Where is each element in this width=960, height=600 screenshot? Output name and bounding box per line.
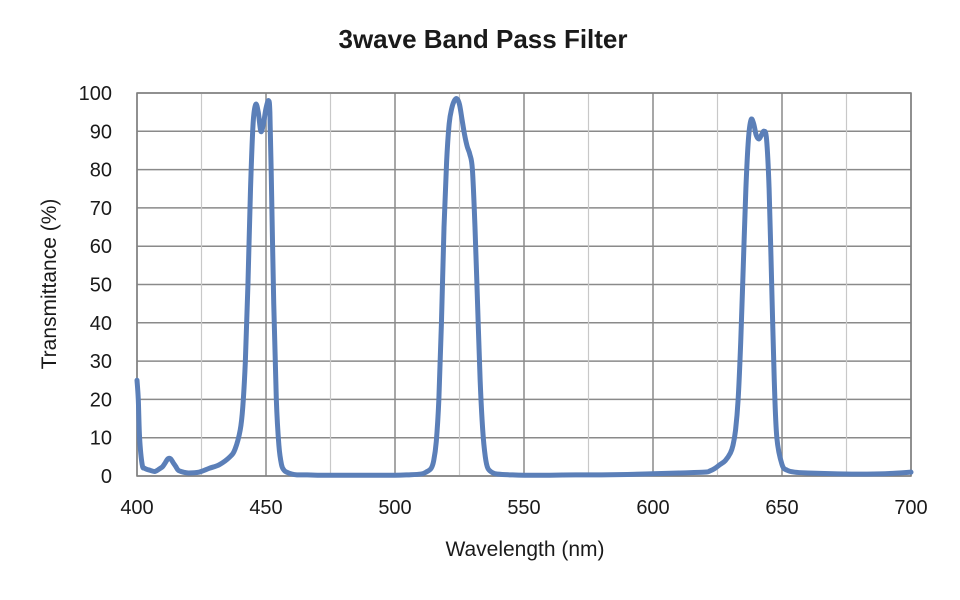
y-tick-label: 40: [90, 313, 112, 335]
y-tick-label: 20: [90, 389, 112, 411]
x-tick-label: 650: [765, 497, 798, 519]
y-axis: 0 10 20 30 40 50 60 70 80 90 100: [79, 83, 112, 488]
x-axis-label: Wavelength (nm): [445, 538, 604, 561]
y-tick-label: 90: [90, 121, 112, 143]
y-tick-label: 50: [90, 275, 112, 297]
x-tick-label: 450: [249, 497, 282, 519]
y-tick-label: 60: [90, 236, 112, 258]
y-axis-label: Transmittance (%): [38, 199, 61, 370]
x-tick-label: 700: [894, 497, 927, 519]
x-tick-label: 550: [507, 497, 540, 519]
transmittance-line: [134, 96, 914, 478]
x-tick-label: 400: [120, 497, 153, 519]
y-tick-label: 80: [90, 160, 112, 182]
y-tick-label: 0: [101, 466, 112, 488]
series-layer: [134, 96, 914, 478]
y-tick-label: 70: [90, 198, 112, 220]
x-tick-label: 500: [378, 497, 411, 519]
y-tick-label: 30: [90, 351, 112, 373]
chart-title: 3wave Band Pass Filter: [338, 24, 627, 54]
x-tick-label: 600: [636, 497, 669, 519]
x-axis: 400 450 500 550 600 650 700: [120, 497, 927, 519]
y-tick-label: 100: [79, 83, 112, 105]
y-tick-label: 10: [90, 428, 112, 450]
